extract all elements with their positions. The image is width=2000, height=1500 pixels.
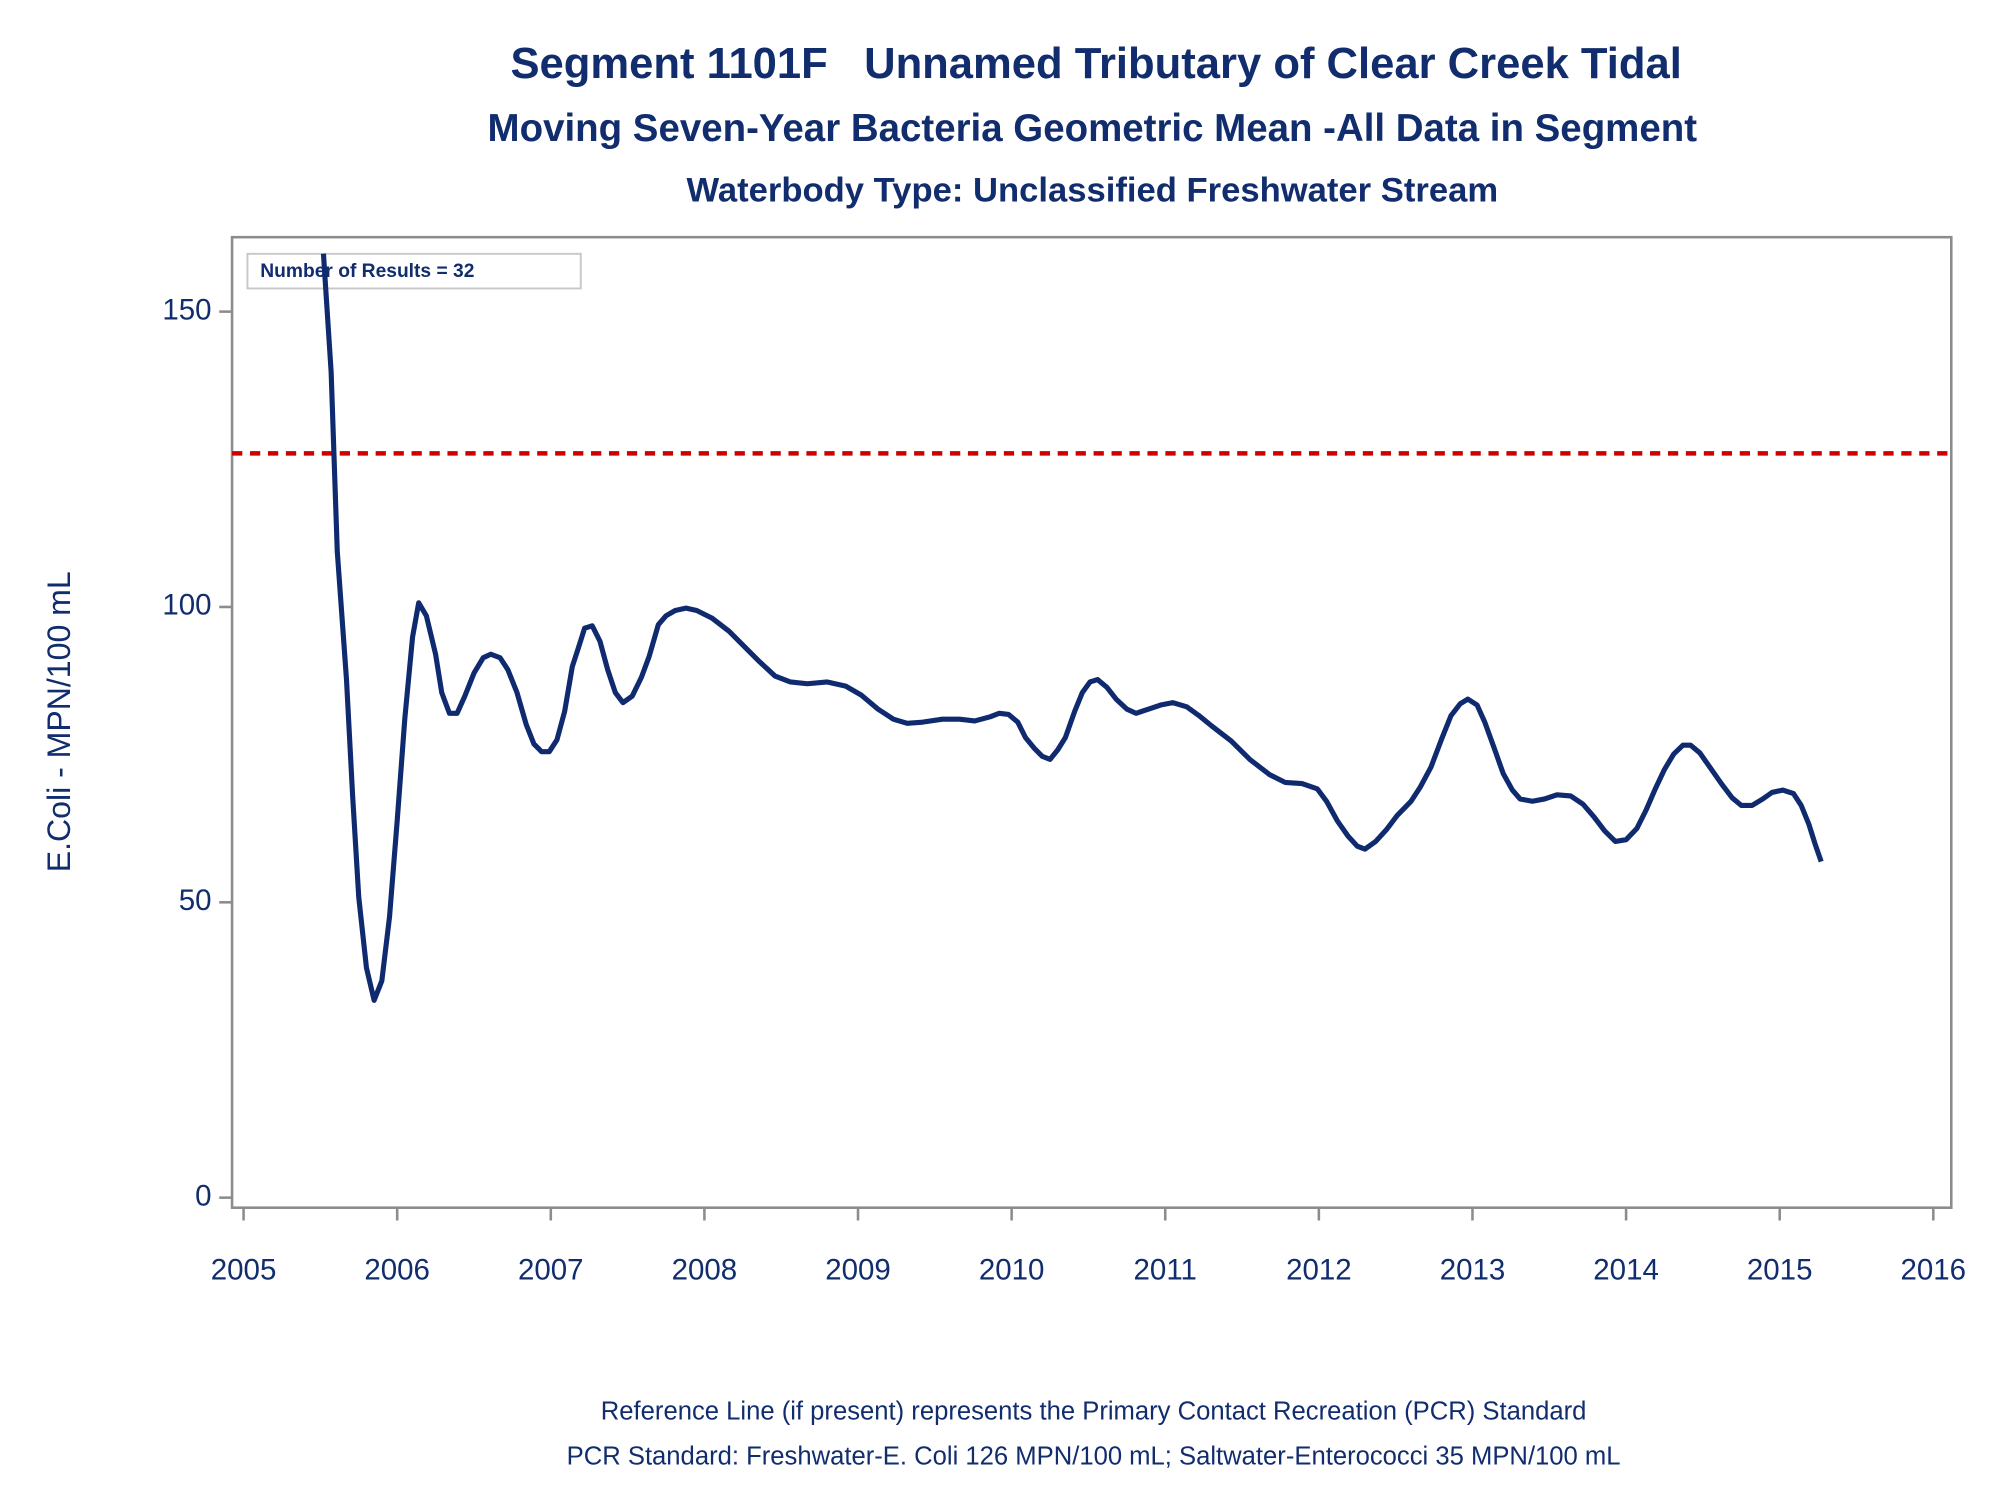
x-tick-label: 2012 bbox=[1286, 1254, 1352, 1287]
y-tick-label: 100 bbox=[162, 589, 211, 622]
plot-frame bbox=[230, 235, 1953, 1209]
footnote: PCR Standard: Freshwater-E. Coli 126 MPN… bbox=[567, 1442, 1621, 1470]
x-tick-label: 2008 bbox=[672, 1254, 738, 1287]
x-tick-label: 2014 bbox=[1593, 1254, 1659, 1287]
annotation: Number of Results = 32 bbox=[260, 261, 474, 282]
y-tick-label: 150 bbox=[162, 293, 211, 326]
chart-subtitle: Moving Seven-Year Bacteria Geometric Mea… bbox=[488, 107, 1698, 150]
x-tick-label: 2009 bbox=[825, 1254, 891, 1287]
data-line bbox=[320, 253, 1824, 1003]
x-tick-label: 2015 bbox=[1747, 1254, 1813, 1287]
x-tick-label: 2005 bbox=[211, 1254, 277, 1287]
y-tick-label: 0 bbox=[195, 1179, 211, 1212]
x-tick-label: 2010 bbox=[979, 1254, 1045, 1287]
x-tick-label: 2013 bbox=[1440, 1254, 1506, 1287]
footnote: Reference Line (if present) represents t… bbox=[601, 1398, 1587, 1426]
y-tick-label: 50 bbox=[179, 884, 212, 917]
annotation-box bbox=[246, 252, 582, 290]
chart-title: Segment 1101F Unnamed Tributary of Clear… bbox=[510, 40, 1681, 88]
x-tick-label: 2016 bbox=[1901, 1254, 1967, 1287]
y-axis-label: E.Coli - MPN/100 mL bbox=[41, 571, 77, 872]
chart-subtitle: Waterbody Type: Unclassified Freshwater … bbox=[686, 171, 1498, 209]
x-tick-label: 2006 bbox=[364, 1254, 430, 1287]
x-tick-label: 2011 bbox=[1134, 1254, 1197, 1287]
x-tick-label: 2007 bbox=[518, 1254, 584, 1287]
